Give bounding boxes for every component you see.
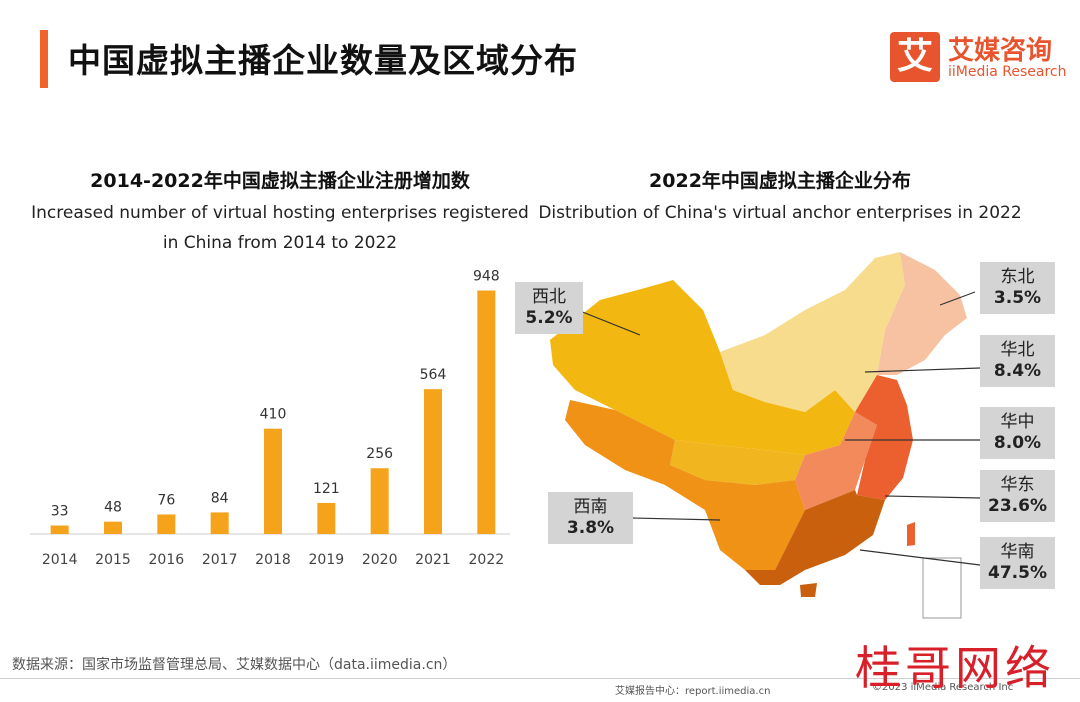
- bar-value-label: 48: [104, 500, 122, 516]
- x-tick-label: 2022: [469, 552, 505, 568]
- watermark-text: 桂哥网络: [855, 641, 1055, 695]
- region-name: 华北: [1000, 340, 1035, 360]
- bar-value-label: 76: [157, 492, 175, 508]
- map-region-taiwan: [907, 522, 915, 546]
- south-sea-inset: [922, 557, 962, 619]
- map-region-hainan: [800, 583, 817, 597]
- left-chart-title-en-2: in China from 2014 to 2022: [162, 233, 398, 253]
- region-label-northeast: 东北 3.5%: [980, 262, 1055, 314]
- bar-2014: [50, 525, 69, 534]
- bar-2017: [210, 512, 229, 534]
- map-shape: [550, 252, 981, 619]
- x-tick-label: 2018: [255, 552, 291, 568]
- page-title: 中国虚拟主播企业数量及区域分布: [68, 41, 578, 80]
- bar-2015: [104, 521, 122, 534]
- bar-2022: [477, 290, 496, 534]
- map-region-east: [855, 375, 913, 500]
- region-name: 华东: [1000, 475, 1035, 495]
- region-share: 5.2%: [525, 308, 573, 328]
- copyright-text: ©2023 iiMedia Research Inc: [872, 682, 1014, 693]
- pointer-line-northeast: [939, 291, 976, 306]
- region-name: 西北: [532, 287, 566, 307]
- map-region-south: [745, 490, 885, 585]
- x-tick-label: 2015: [95, 552, 131, 568]
- pointer-line-north: [864, 367, 981, 373]
- map-region-qinghai: [670, 440, 805, 485]
- bar-2021: [424, 389, 442, 534]
- x-tick-label: 2017: [202, 552, 238, 568]
- x-tick-label: 2021: [415, 552, 451, 568]
- region-name: 西南: [573, 497, 608, 517]
- region-label-north: 华北 8.4%: [980, 335, 1055, 387]
- region-share: 23.6%: [988, 496, 1047, 516]
- data-source: 数据来源：国家市场监督管理总局、艾媒数据中心（data.iimedia.cn）: [12, 657, 457, 673]
- brand-icon: 艾: [890, 32, 940, 82]
- report-center-text: 艾媒报告中心：report.iimedia.cn: [615, 686, 771, 697]
- x-tick-label: 2020: [362, 552, 398, 568]
- map-region-north: [720, 252, 905, 412]
- bar-2016: [157, 514, 176, 534]
- region-name: 东北: [1000, 267, 1035, 287]
- x-tick-label: 2019: [309, 552, 345, 568]
- map-region-northeast: [877, 252, 967, 375]
- map-region-northwest: [550, 280, 855, 455]
- bar-2020: [370, 468, 389, 534]
- bar-value-label: 948: [473, 270, 500, 285]
- pointer-line-south: [859, 549, 981, 566]
- region-label-southwest: 西南 3.8%: [548, 492, 633, 544]
- footer-divider: [0, 678, 1080, 679]
- brand-name-en: iiMedia Research: [948, 64, 1067, 80]
- left-chart-title-cn: 2014-2022年中国虚拟主播企业注册增加数: [90, 170, 470, 192]
- brand-logo: 艾 艾媒咨询 iiMedia Research: [890, 30, 1070, 84]
- bar-value-label: 564: [420, 367, 447, 383]
- region-label-east: 华东 23.6%: [980, 470, 1055, 522]
- china-region-map: 西北 5.2% 东北 3.5% 华北 8.4% 华中 8.0% 华东 23.6%…: [505, 240, 1065, 630]
- left-chart-title-en-1: Increased number of virtual hosting ente…: [31, 203, 529, 223]
- bar-value-label: 121: [313, 481, 340, 497]
- x-tick-label: 2014: [42, 552, 78, 568]
- map-region-central: [795, 412, 877, 510]
- right-chart-title-cn: 2022年中国虚拟主播企业分布: [649, 170, 911, 192]
- region-share: 47.5%: [988, 563, 1047, 583]
- region-share: 3.5%: [993, 288, 1042, 308]
- region-share: 8.0%: [993, 433, 1042, 453]
- region-label-northwest: 西北 5.2%: [515, 282, 583, 334]
- bar-value-label: 84: [211, 490, 229, 506]
- region-share: 3.8%: [566, 518, 615, 538]
- region-label-south: 华南 47.5%: [980, 537, 1055, 589]
- region-name: 华中: [1000, 412, 1035, 432]
- bar-2018: [264, 428, 282, 534]
- pointer-line-southwest: [632, 517, 721, 521]
- map-region-southwest: [565, 400, 805, 570]
- bar-value-label: 256: [366, 446, 393, 462]
- right-chart-title-en: Distribution of China's virtual anchor e…: [538, 203, 1022, 223]
- region-share: 8.4%: [993, 361, 1042, 381]
- bar-chart: 33 2014 48 2015 76 2016 84 2017 410 2018 121 2019 25…: [30, 270, 510, 568]
- pointer-line-east: [884, 495, 981, 499]
- x-tick-label: 2016: [149, 552, 185, 568]
- region-name: 华南: [1000, 542, 1035, 562]
- bar-value-label: 33: [51, 504, 69, 520]
- brand-name-cn: 艾媒咨询: [948, 36, 1053, 66]
- region-label-central: 华中 8.0%: [980, 407, 1055, 459]
- bar-value-label: 410: [260, 407, 287, 423]
- title-accent-bar: [40, 30, 48, 88]
- bar-2019: [317, 502, 336, 534]
